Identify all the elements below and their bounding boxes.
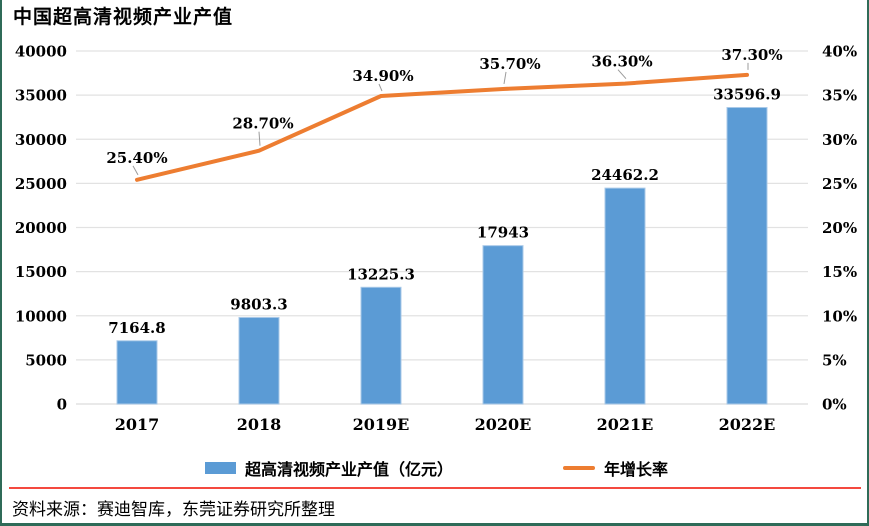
right-axis-tick-label: 30% — [822, 131, 857, 149]
bar-value-label: 9803.3 — [230, 295, 287, 313]
label-leader-line — [258, 131, 261, 146]
right-axis-tick-label: 25% — [822, 175, 857, 193]
left-axis-tick-label: 35000 — [15, 87, 67, 105]
left-axis-tick-label: 30000 — [15, 131, 67, 149]
bar — [116, 340, 158, 405]
left-axis-tick-label: 10000 — [15, 307, 67, 325]
source-note: 资料来源：赛迪智库，东莞证券研究所整理 — [12, 500, 335, 520]
line-value-label: 35.70% — [479, 55, 540, 73]
legend-item-bar-series: 超高清视频产业产值（亿元） — [204, 456, 453, 480]
line-value-label: 36.30% — [591, 53, 652, 71]
legend-line-label: 年增长率 — [604, 460, 669, 479]
label-leader-line — [378, 83, 383, 92]
line-value-label: 37.30% — [721, 46, 782, 64]
line-value-label: 28.70% — [232, 115, 293, 133]
right-axis-tick-label: 10% — [822, 307, 857, 325]
bar — [726, 107, 768, 405]
label-leader-line — [132, 165, 139, 176]
x-axis-category-label: 2018 — [237, 415, 282, 434]
left-axis-tick-label: 15000 — [15, 263, 67, 281]
label-leader-line — [617, 69, 627, 79]
right-axis-tick-label: 35% — [822, 87, 857, 105]
left-axis-tick-label: 40000 — [15, 43, 67, 61]
right-axis-tick-label: 0% — [822, 396, 847, 414]
left-axis-tick-label: 0 — [57, 396, 67, 414]
bar-value-label: 24462.2 — [591, 166, 659, 184]
label-leader-line — [503, 71, 507, 85]
bar-value-label: 13225.3 — [347, 265, 415, 283]
bar — [604, 187, 646, 405]
line-series-swatch-icon — [563, 466, 595, 470]
bar — [360, 286, 402, 405]
left-axis-tick-label: 25000 — [15, 175, 67, 193]
growth-rate-line — [135, 72, 749, 182]
x-axis-category-label: 2019E — [353, 415, 410, 434]
bar-value-label: 7164.8 — [108, 319, 165, 337]
bar — [482, 245, 524, 405]
chart-legend: 超高清视频产业产值（亿元） 年增长率 — [2, 456, 867, 480]
left-axis-tick-label: 20000 — [15, 219, 67, 237]
chart-plot-area: 40000 40% 35000 35% 30000 30% 25000 25% 20000 20%… — [15, 43, 857, 435]
line-value-label: 34.90% — [352, 67, 413, 85]
bar-series-swatch-icon — [204, 462, 236, 474]
red-separator-line — [9, 487, 861, 489]
x-axis-category-label: 2021E — [597, 415, 654, 434]
right-axis-tick-label: 20% — [822, 219, 857, 237]
x-axis-category-label: 2022E — [719, 415, 776, 434]
bar-value-label: 33596.9 — [713, 86, 781, 104]
bar — [238, 316, 280, 405]
left-axis-tick-label: 5000 — [25, 351, 67, 369]
right-axis-tick-label: 15% — [822, 263, 857, 281]
x-axis-category-label: 2020E — [475, 415, 532, 434]
legend-item-line-series: 年增长率 — [563, 456, 668, 480]
x-axis-category-label: 2017 — [115, 415, 160, 434]
chart-title: 中国超高清视频产业产值 — [13, 6, 234, 28]
right-axis-tick-label: 5% — [822, 351, 847, 369]
line-value-label: 25.40% — [106, 149, 167, 167]
bar-value-label: 17943 — [477, 224, 529, 242]
legend-bar-label: 超高清视频产业产值（亿元） — [244, 460, 453, 479]
right-axis-tick-label: 40% — [822, 43, 857, 61]
